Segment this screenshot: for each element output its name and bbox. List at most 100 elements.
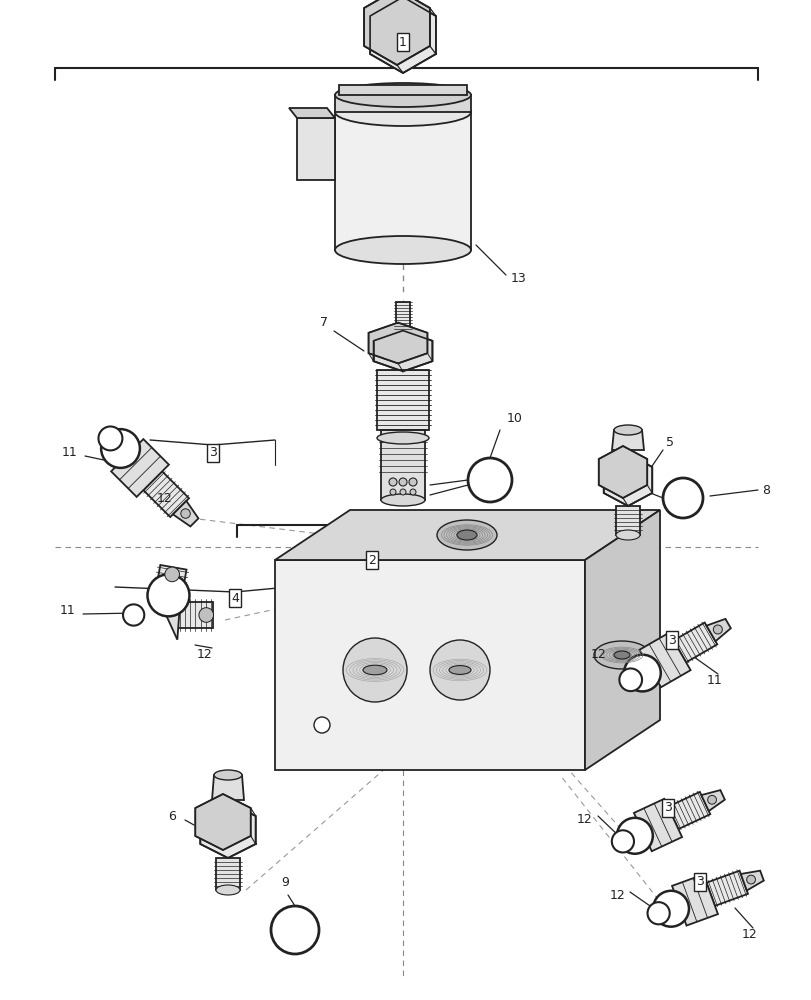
Ellipse shape [430, 640, 489, 700]
Text: 6: 6 [168, 810, 176, 823]
Circle shape [746, 875, 754, 884]
Circle shape [271, 906, 319, 954]
Text: 7: 7 [320, 316, 328, 330]
Circle shape [663, 478, 702, 518]
Circle shape [199, 608, 213, 622]
Text: 12: 12 [157, 491, 173, 504]
Ellipse shape [335, 236, 470, 264]
Circle shape [616, 818, 652, 854]
Text: 8: 8 [761, 484, 769, 496]
Text: 3: 3 [667, 634, 675, 647]
Polygon shape [611, 430, 643, 450]
Circle shape [388, 478, 397, 486]
Polygon shape [706, 871, 747, 906]
Polygon shape [297, 118, 335, 180]
Ellipse shape [613, 425, 642, 435]
Ellipse shape [335, 98, 470, 126]
Text: 1: 1 [398, 36, 406, 49]
Text: 3: 3 [208, 446, 217, 460]
Ellipse shape [616, 530, 639, 540]
Polygon shape [396, 302, 410, 332]
Text: 10: 10 [506, 412, 522, 424]
Text: 11: 11 [706, 674, 722, 686]
Text: 13: 13 [510, 271, 526, 284]
Polygon shape [584, 510, 659, 770]
Circle shape [122, 604, 144, 626]
Circle shape [624, 655, 660, 691]
Text: 12: 12 [590, 648, 606, 662]
Polygon shape [740, 871, 763, 891]
Polygon shape [338, 85, 466, 95]
Polygon shape [275, 560, 584, 770]
Text: 2: 2 [367, 554, 375, 566]
Polygon shape [603, 454, 651, 506]
Ellipse shape [436, 520, 496, 550]
Polygon shape [200, 802, 255, 858]
Polygon shape [363, 0, 429, 65]
Circle shape [101, 429, 139, 468]
Text: 12: 12 [197, 648, 212, 662]
Polygon shape [216, 858, 240, 890]
Ellipse shape [380, 494, 424, 506]
Ellipse shape [594, 641, 649, 669]
Ellipse shape [214, 770, 242, 780]
Polygon shape [144, 471, 189, 517]
Polygon shape [672, 623, 716, 662]
Polygon shape [195, 794, 251, 850]
Circle shape [409, 478, 417, 486]
Circle shape [611, 830, 633, 852]
Ellipse shape [457, 530, 476, 540]
Polygon shape [706, 619, 730, 641]
Polygon shape [111, 439, 169, 497]
Text: 9: 9 [281, 876, 289, 889]
Polygon shape [633, 799, 681, 851]
Circle shape [398, 478, 406, 486]
Polygon shape [672, 874, 717, 926]
Circle shape [389, 489, 396, 495]
Circle shape [652, 891, 688, 927]
Ellipse shape [448, 666, 470, 674]
Polygon shape [335, 95, 470, 112]
Polygon shape [177, 602, 213, 628]
Circle shape [98, 426, 122, 450]
Polygon shape [289, 108, 335, 118]
Circle shape [646, 902, 669, 924]
Text: 12: 12 [577, 813, 592, 826]
Polygon shape [598, 446, 646, 498]
Text: 12: 12 [609, 889, 625, 902]
Circle shape [713, 625, 722, 634]
Polygon shape [154, 565, 187, 605]
Text: 3: 3 [663, 801, 672, 814]
Circle shape [619, 668, 642, 691]
Polygon shape [370, 0, 436, 73]
Polygon shape [368, 323, 427, 363]
Polygon shape [380, 430, 424, 500]
Polygon shape [616, 506, 639, 535]
Text: 12: 12 [741, 928, 757, 941]
Circle shape [410, 489, 415, 495]
Text: 5: 5 [665, 436, 673, 448]
Text: 11: 11 [60, 603, 75, 616]
Ellipse shape [216, 885, 240, 895]
Text: 3: 3 [695, 876, 703, 888]
Polygon shape [335, 112, 470, 250]
Ellipse shape [335, 83, 470, 107]
Polygon shape [212, 775, 243, 800]
Ellipse shape [342, 638, 406, 702]
Circle shape [165, 567, 179, 582]
Ellipse shape [613, 651, 629, 659]
Polygon shape [373, 331, 432, 371]
Ellipse shape [376, 432, 428, 444]
Circle shape [181, 509, 190, 518]
Polygon shape [701, 790, 724, 811]
Text: 11: 11 [62, 446, 78, 458]
Circle shape [148, 574, 189, 616]
Ellipse shape [363, 665, 387, 675]
Polygon shape [275, 510, 659, 560]
Circle shape [400, 489, 406, 495]
Circle shape [707, 795, 715, 804]
Text: 4: 4 [231, 591, 238, 604]
Polygon shape [667, 792, 710, 829]
Polygon shape [173, 501, 198, 526]
Circle shape [314, 717, 329, 733]
